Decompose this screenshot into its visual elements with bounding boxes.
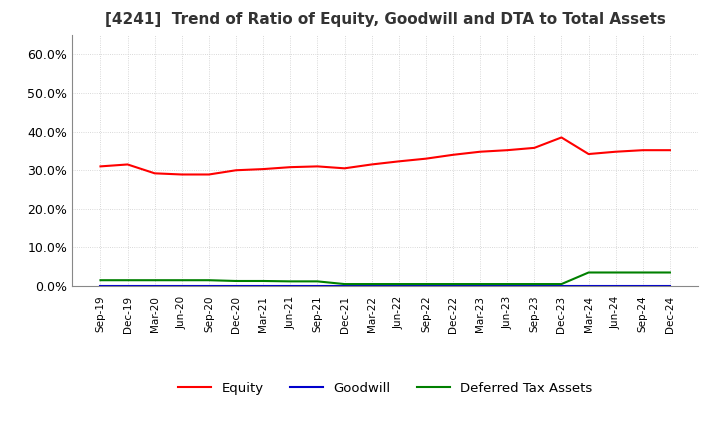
Deferred Tax Assets	[584, 270, 593, 275]
Deferred Tax Assets	[476, 282, 485, 287]
Equity	[557, 135, 566, 140]
Deferred Tax Assets	[665, 270, 674, 275]
Deferred Tax Assets	[611, 270, 620, 275]
Equity	[259, 166, 268, 172]
Goodwill	[313, 283, 322, 288]
Deferred Tax Assets	[530, 282, 539, 287]
Deferred Tax Assets	[341, 282, 349, 287]
Equity	[286, 165, 294, 170]
Equity	[313, 164, 322, 169]
Equity	[665, 147, 674, 153]
Deferred Tax Assets	[150, 278, 159, 283]
Deferred Tax Assets	[421, 282, 430, 287]
Deferred Tax Assets	[232, 279, 240, 284]
Equity	[150, 171, 159, 176]
Deferred Tax Assets	[259, 279, 268, 284]
Deferred Tax Assets	[204, 278, 213, 283]
Equity	[530, 145, 539, 150]
Goodwill	[530, 283, 539, 288]
Goodwill	[341, 283, 349, 288]
Goodwill	[395, 283, 403, 288]
Equity	[611, 149, 620, 154]
Goodwill	[178, 283, 186, 288]
Equity	[503, 147, 511, 153]
Equity	[232, 168, 240, 173]
Deferred Tax Assets	[449, 282, 457, 287]
Deferred Tax Assets	[367, 282, 376, 287]
Equity	[96, 164, 105, 169]
Goodwill	[449, 283, 457, 288]
Equity	[449, 152, 457, 158]
Goodwill	[665, 283, 674, 288]
Goodwill	[503, 283, 511, 288]
Deferred Tax Assets	[96, 278, 105, 283]
Goodwill	[476, 283, 485, 288]
Goodwill	[96, 283, 105, 288]
Title: [4241]  Trend of Ratio of Equity, Goodwill and DTA to Total Assets: [4241] Trend of Ratio of Equity, Goodwil…	[105, 12, 665, 27]
Deferred Tax Assets	[286, 279, 294, 284]
Deferred Tax Assets	[557, 282, 566, 287]
Goodwill	[557, 283, 566, 288]
Goodwill	[584, 283, 593, 288]
Goodwill	[421, 283, 430, 288]
Goodwill	[639, 283, 647, 288]
Equity	[367, 162, 376, 167]
Legend: Equity, Goodwill, Deferred Tax Assets: Equity, Goodwill, Deferred Tax Assets	[173, 376, 598, 400]
Goodwill	[232, 283, 240, 288]
Equity	[421, 156, 430, 161]
Equity	[123, 162, 132, 167]
Equity	[639, 147, 647, 153]
Equity	[395, 159, 403, 164]
Goodwill	[259, 283, 268, 288]
Goodwill	[611, 283, 620, 288]
Goodwill	[286, 283, 294, 288]
Goodwill	[204, 283, 213, 288]
Equity	[204, 172, 213, 177]
Deferred Tax Assets	[503, 282, 511, 287]
Deferred Tax Assets	[178, 278, 186, 283]
Equity	[341, 166, 349, 171]
Goodwill	[150, 283, 159, 288]
Deferred Tax Assets	[395, 282, 403, 287]
Deferred Tax Assets	[123, 278, 132, 283]
Equity	[584, 151, 593, 157]
Goodwill	[367, 283, 376, 288]
Equity	[476, 149, 485, 154]
Deferred Tax Assets	[313, 279, 322, 284]
Equity	[178, 172, 186, 177]
Goodwill	[123, 283, 132, 288]
Line: Equity: Equity	[101, 137, 670, 175]
Line: Deferred Tax Assets: Deferred Tax Assets	[101, 272, 670, 284]
Deferred Tax Assets	[639, 270, 647, 275]
